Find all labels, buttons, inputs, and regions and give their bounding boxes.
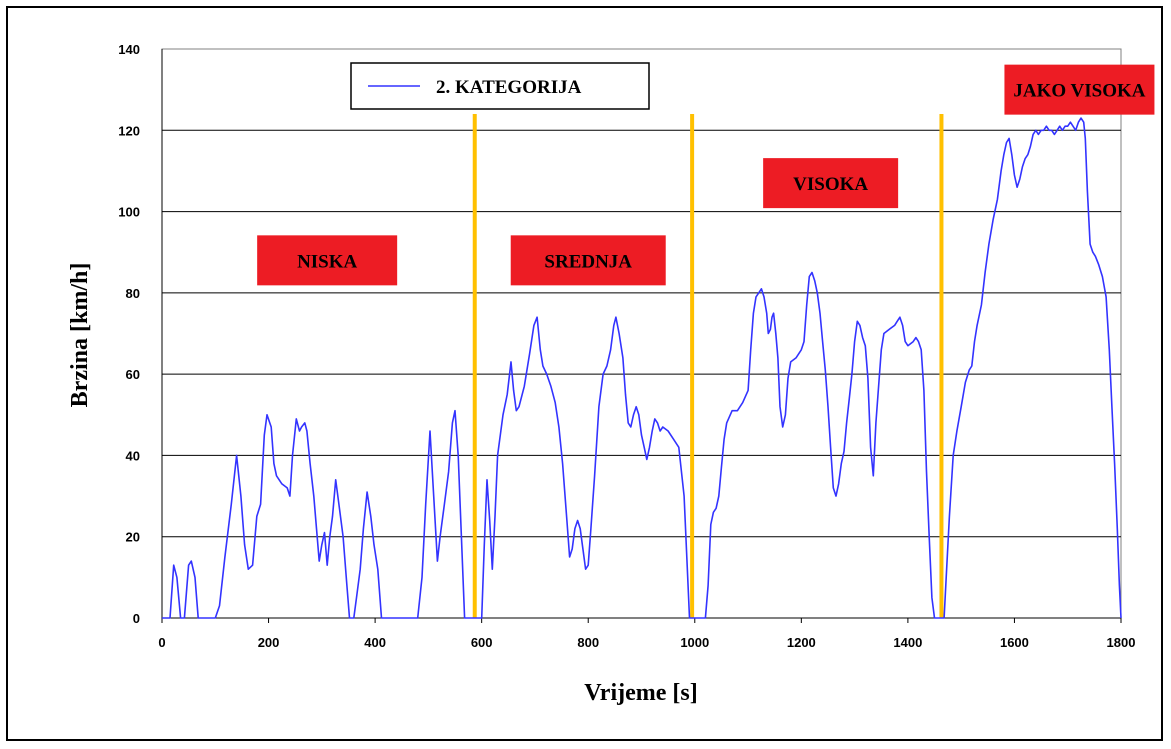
region-label-text: NISKA [297, 251, 357, 272]
x-tick-label: 800 [577, 635, 599, 650]
region-label: SREDNJA [510, 235, 666, 286]
y-tick-label: 20 [126, 530, 140, 545]
y-axis-title: Brzina [km/h] [67, 263, 93, 408]
region-label-box [510, 235, 666, 286]
x-tick-label: 1000 [680, 635, 709, 650]
legend-label: 2. KATEGORIJA [436, 77, 582, 98]
x-tick-label: 0 [158, 635, 165, 650]
plot-area [161, 48, 1122, 619]
x-tick-label: 1200 [787, 635, 816, 650]
x-tick-label: 400 [364, 635, 386, 650]
x-tick-label: 200 [258, 635, 280, 650]
region-label-text: SREDNJA [544, 251, 632, 272]
y-tick-label: 80 [126, 286, 140, 301]
region-label: JAKO VISOKA [1004, 64, 1155, 115]
x-tick-label: 1800 [1107, 635, 1136, 650]
region-label: VISOKA [763, 158, 899, 209]
x-axis-title: Vrijeme [s] [584, 680, 697, 706]
x-tick-label: 1600 [1000, 635, 1029, 650]
y-tick-label: 60 [126, 367, 140, 382]
x-tick-label: 1400 [893, 635, 922, 650]
y-tick-label: 140 [118, 42, 140, 57]
speed-series-line [162, 117, 1122, 619]
y-tick-label: 40 [126, 448, 140, 463]
region-label-box [1004, 64, 1155, 115]
y-tick-label: 100 [118, 205, 140, 220]
region-label-text: JAKO VISOKA [1013, 81, 1145, 102]
x-tick-label: 600 [471, 635, 493, 650]
region-label-box [763, 158, 899, 209]
y-tick-label: 0 [133, 611, 140, 626]
region-label-box [257, 235, 398, 286]
legend: 2. KATEGORIJA [350, 62, 650, 110]
region-label: NISKA [257, 235, 398, 286]
y-tick-label: 120 [118, 123, 140, 138]
region-label-text: VISOKA [793, 174, 868, 195]
